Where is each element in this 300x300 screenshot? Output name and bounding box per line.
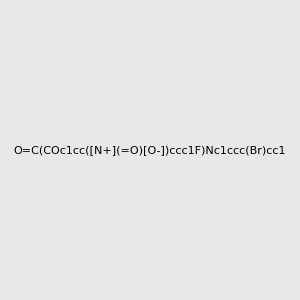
Text: O=C(COc1cc([N+](=O)[O-])ccc1F)Nc1ccc(Br)cc1: O=C(COc1cc([N+](=O)[O-])ccc1F)Nc1ccc(Br)… xyxy=(14,145,286,155)
